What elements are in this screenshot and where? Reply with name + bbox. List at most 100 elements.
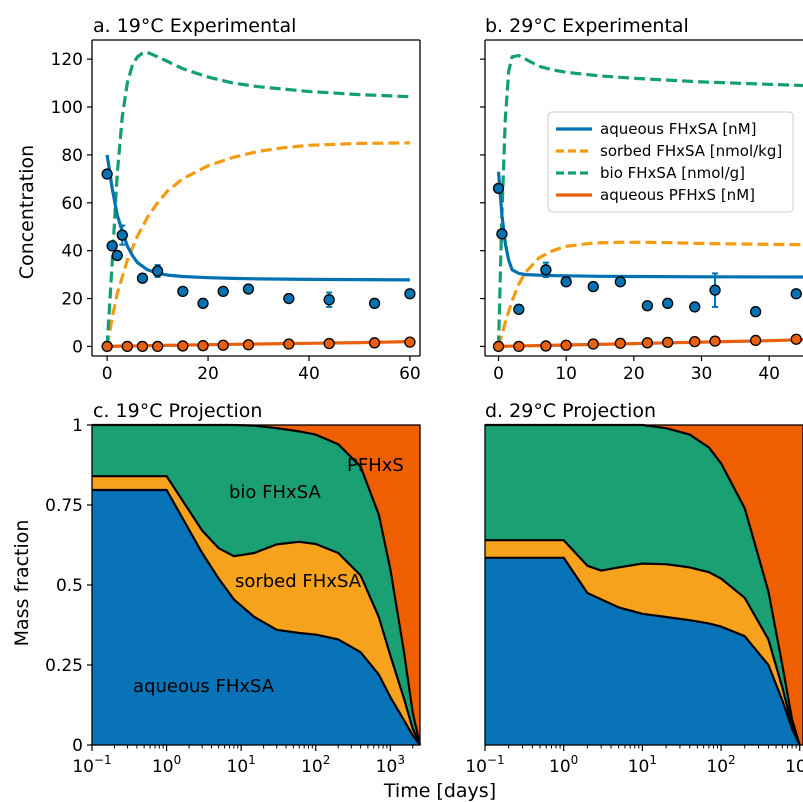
series-line-sorbed <box>105 141 410 347</box>
x-tick-label: 101 <box>227 753 256 777</box>
boundary-line-aqueous <box>485 556 801 746</box>
panel-a-experimental-19c: 0 20 40 60 0 20 40 60 80 100 120 <box>51 39 421 384</box>
y-tick-label: 0.5 <box>56 576 83 596</box>
data-point-aqueous <box>177 285 189 298</box>
x-tick-label: 0 <box>493 364 504 384</box>
data-point-aqueous <box>323 294 335 306</box>
x-tick-label: 102 <box>706 753 735 777</box>
plot-area-b <box>492 54 803 353</box>
region-label-aqueous-fhxsa: aqueous FHxSA <box>133 676 275 697</box>
x-tick-label: 103 <box>785 753 803 777</box>
area-aqueous-fhxsa <box>92 490 420 745</box>
data-point-aqueous <box>513 303 525 315</box>
boundary-line-sorbed <box>485 539 801 746</box>
data-point-aqueous <box>560 276 572 288</box>
data-point-aqueous <box>641 300 654 312</box>
panel-c-projection-19c: 10−1 100 101 102 103 0 0.25 0.5 0.75 1 <box>45 416 422 777</box>
y-tick-label: 0.75 <box>45 496 83 516</box>
data-point-pfhxs <box>197 340 209 352</box>
legend-label-sorbed: sorbed FHxSA [nmol/kg] <box>600 142 782 160</box>
y-axis-label-concentration: Concentration <box>16 145 38 279</box>
data-point-aqueous <box>492 182 505 195</box>
data-point-aqueous <box>116 229 128 241</box>
series-line-sorbed <box>496 240 803 347</box>
y-axis-label-mass-fraction: Mass fraction <box>11 520 33 647</box>
data-point-pfhxs <box>614 337 626 349</box>
region-label-bio-fhxsa: bio FHxSA <box>229 482 321 503</box>
legend-box <box>547 111 794 213</box>
boundary-line-aqueous <box>92 488 421 746</box>
y-tick-label: 0 <box>72 337 83 357</box>
series-line-bio <box>105 50 410 347</box>
data-point-aqueous <box>587 280 599 293</box>
x-tick-label: 10−1 <box>72 753 111 777</box>
data-point-aqueous <box>151 265 164 277</box>
x-tick-label: 102 <box>301 753 330 777</box>
x-tick-label: 30 <box>691 364 713 384</box>
data-point-pfhxs <box>560 339 572 351</box>
data-point-pfhxs <box>790 333 802 345</box>
area-bio-fhxsa <box>485 425 800 745</box>
plot-frame <box>484 424 803 746</box>
data-point-aqueous <box>614 276 626 288</box>
x-tick-label: 101 <box>628 753 657 777</box>
boundary-line-sorbed <box>92 475 422 746</box>
legend-label-pfhxs: aqueous PFHxS [nM] <box>600 186 755 204</box>
data-point-pfhxs <box>749 334 762 347</box>
data-point-aqueous <box>540 264 552 276</box>
axes-b: 0 10 20 30 40 <box>480 39 803 384</box>
series-line-bio <box>496 54 803 347</box>
data-point-pfhxs <box>101 340 113 353</box>
area-bio-fhxsa <box>92 425 420 745</box>
legend-label-bio: bio FHxSA [nmol/g] <box>600 164 745 182</box>
data-point-pfhxs <box>151 340 164 353</box>
data-point-aqueous <box>689 301 701 313</box>
x-tick-label: 100 <box>549 753 578 777</box>
data-point-pfhxs <box>177 340 189 352</box>
data-point-pfhxs <box>513 340 525 353</box>
data-point-aqueous <box>790 288 802 300</box>
series-line-aqueous <box>105 154 410 282</box>
data-point-aqueous <box>709 284 721 296</box>
x-tick-label: 40 <box>298 364 320 384</box>
area-sorbed-fhxsa <box>485 540 800 745</box>
data-point-pfhxs <box>662 336 674 349</box>
data-point-pfhxs <box>323 337 335 350</box>
x-tick-label: 60 <box>399 364 421 384</box>
data-point-aqueous <box>749 306 762 318</box>
y-tick-label: 120 <box>51 50 83 70</box>
data-point-aqueous <box>136 272 149 284</box>
x-tick-label: 20 <box>197 364 219 384</box>
y-tick-label: 40 <box>61 242 83 262</box>
x-tick-label: 20 <box>623 364 645 384</box>
data-point-aqueous <box>283 292 295 305</box>
region-label-sorbed-fhxsa: sorbed FHxSA <box>235 571 362 592</box>
x-tick-label: 100 <box>152 753 181 777</box>
panel-c-region-labels: PFHxS bio FHxSA sorbed FHxSA aqueous FHx… <box>133 455 404 697</box>
y-tick-label: 1 <box>72 416 83 436</box>
region-label-pfhxs: PFHxS <box>347 455 404 476</box>
axes-c: 10−1 100 101 102 103 0 0.25 0.5 0.75 1 <box>45 416 421 777</box>
x-tick-label: 10 <box>555 364 577 384</box>
data-point-aqueous <box>404 288 416 300</box>
y-tick-label: 0.25 <box>45 656 83 676</box>
legend-label-aqueous: aqueous FHxSA [nM] <box>600 120 756 138</box>
x-tick-label: 10−1 <box>465 753 504 777</box>
data-point-aqueous <box>197 297 209 309</box>
data-point-pfhxs <box>242 339 255 351</box>
panel-d-title: d. 29°C Projection <box>485 400 656 422</box>
axes-a: 0 20 40 60 0 20 40 60 80 100 120 <box>51 39 421 384</box>
area-aqueous-fhxsa <box>485 557 800 745</box>
data-point-aqueous <box>368 297 381 309</box>
panel-c-title: c. 19°C Projection <box>93 400 262 422</box>
data-point-aqueous <box>496 228 508 240</box>
data-point-aqueous <box>101 168 113 180</box>
plot-area-a <box>101 50 416 353</box>
legend-panel-a: aqueous FHxSA [nM] sorbed FHxSA [nmol/kg]… <box>547 111 794 213</box>
data-point-pfhxs <box>404 336 416 348</box>
y-tick-label: 80 <box>61 146 83 166</box>
y-tick-label: 100 <box>51 98 83 118</box>
data-point-aqueous <box>111 249 123 262</box>
data-point-pfhxs <box>709 335 721 347</box>
